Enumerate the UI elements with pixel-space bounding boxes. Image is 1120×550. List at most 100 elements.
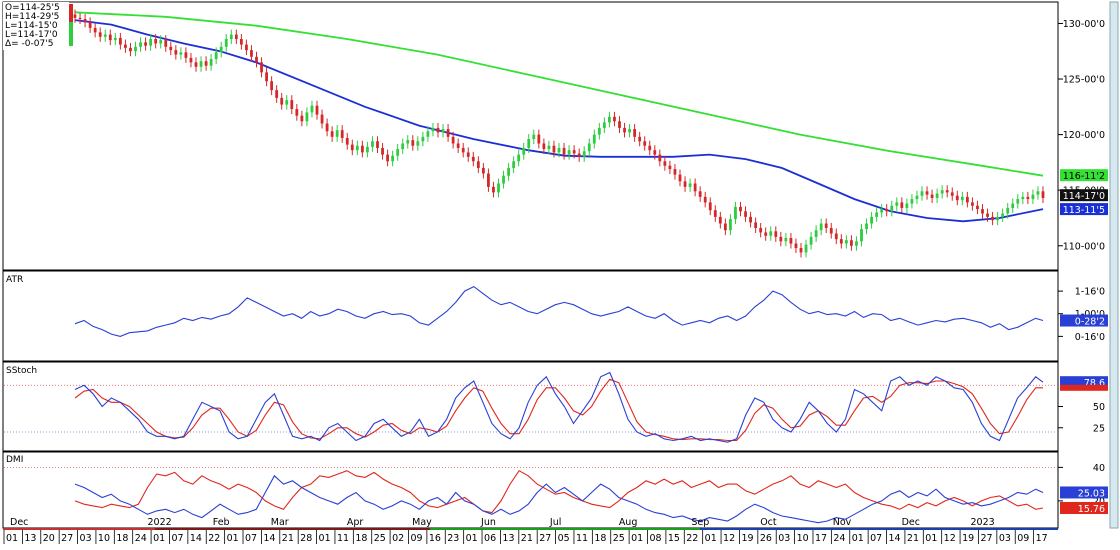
ma-fast-tag-bg bbox=[1060, 203, 1108, 216]
x-day-label: 01 bbox=[153, 533, 165, 544]
candle-body bbox=[340, 130, 344, 138]
candle-body bbox=[411, 140, 415, 146]
candle-body bbox=[245, 44, 248, 51]
x-axis-band bbox=[700, 528, 1058, 530]
candle-body bbox=[582, 151, 586, 157]
candle-body bbox=[492, 186, 495, 193]
candle-body bbox=[184, 52, 188, 58]
candle-body bbox=[663, 161, 667, 166]
candle-body bbox=[149, 39, 153, 46]
candle-body bbox=[1016, 199, 1020, 204]
dmi-tick-label: 40 bbox=[1093, 463, 1105, 474]
x-axis-band bbox=[430, 528, 700, 530]
x-day-label: 19 bbox=[962, 533, 974, 544]
candle-body bbox=[517, 154, 521, 162]
candle-body bbox=[542, 143, 546, 150]
candle-body bbox=[1041, 191, 1045, 198]
scroll-strip[interactable] bbox=[1109, 1, 1119, 529]
candle-body bbox=[643, 141, 647, 146]
candle-body bbox=[204, 61, 208, 66]
candle-body bbox=[824, 223, 828, 228]
candle-body bbox=[986, 213, 989, 217]
atr-tag: 0-28'2 bbox=[1075, 317, 1105, 328]
candle-body bbox=[360, 145, 364, 153]
ma-slow-tag: 116-11'2 bbox=[1063, 171, 1105, 182]
x-day-label: 21 bbox=[282, 533, 294, 544]
x-day-label: 01 bbox=[925, 533, 937, 544]
candle-body bbox=[557, 147, 561, 153]
candle-body bbox=[466, 152, 470, 157]
x-day-label: 01 bbox=[466, 533, 478, 544]
x-day-label: 21 bbox=[907, 533, 919, 544]
x-day-label: 09 bbox=[410, 533, 422, 544]
candle-body bbox=[855, 241, 858, 246]
x-month-label: Mar bbox=[271, 517, 289, 528]
x-day-label: 17 bbox=[1036, 533, 1048, 544]
x-day-label: 01 bbox=[705, 533, 717, 544]
price-tick-label: 125-00'0 bbox=[1063, 75, 1105, 86]
candle-body bbox=[794, 243, 798, 248]
x-day-label: 07 bbox=[245, 533, 257, 544]
candle-body bbox=[275, 90, 279, 98]
candle-body bbox=[224, 39, 228, 47]
candle-body bbox=[129, 47, 132, 52]
x-day-label: 01 bbox=[852, 533, 864, 544]
x-day-label: 15 bbox=[668, 533, 680, 544]
candle-body bbox=[1036, 191, 1040, 195]
candle-body bbox=[608, 116, 611, 123]
candle-body bbox=[673, 169, 677, 175]
candle-body bbox=[940, 190, 944, 194]
stoch-d-line bbox=[74, 378, 1043, 442]
candle-body bbox=[769, 231, 773, 236]
candle-body bbox=[809, 236, 813, 245]
candle-body bbox=[164, 40, 168, 47]
x-axis-band bbox=[155, 528, 430, 530]
candle-body bbox=[905, 203, 909, 208]
candle-body bbox=[552, 145, 556, 153]
x-day-label: 17 bbox=[815, 533, 827, 544]
candle-body bbox=[108, 34, 112, 41]
candle-body bbox=[759, 227, 763, 233]
candle-body bbox=[577, 153, 581, 157]
candle-body bbox=[179, 52, 183, 55]
price-panel bbox=[2, 1, 1059, 271]
ma-slow-line bbox=[74, 11, 1044, 177]
x-month-label: Aug bbox=[619, 517, 638, 528]
x-day-label: 10 bbox=[98, 533, 110, 544]
candle-body bbox=[471, 156, 475, 162]
candle-body bbox=[154, 39, 158, 44]
candle-body bbox=[325, 123, 329, 132]
candle-body bbox=[260, 62, 263, 73]
candle-body bbox=[633, 129, 637, 137]
candle-body bbox=[910, 199, 914, 204]
candle-body bbox=[915, 195, 919, 200]
price-tick-label: 120-00'0 bbox=[1063, 130, 1105, 141]
x-day-label: 23 bbox=[447, 533, 459, 544]
candle-body bbox=[829, 227, 833, 234]
x-month-label: Oct bbox=[760, 517, 777, 528]
x-day-label: 24 bbox=[135, 533, 147, 544]
x-day-label: 03 bbox=[999, 533, 1011, 544]
stoch-panel bbox=[2, 361, 1059, 452]
candle-body bbox=[613, 116, 616, 122]
candle-body bbox=[683, 181, 687, 187]
candle-body bbox=[723, 223, 727, 231]
candle-body bbox=[572, 150, 576, 154]
x-day-label: 05 bbox=[558, 533, 570, 544]
candle-body bbox=[371, 141, 374, 147]
candle-body bbox=[481, 167, 485, 174]
candle-body bbox=[880, 209, 884, 213]
stoch-k-line bbox=[74, 371, 1044, 443]
candle-body bbox=[250, 50, 253, 57]
candle-body bbox=[789, 237, 793, 244]
x-day-label: 16 bbox=[429, 533, 441, 544]
candle-body bbox=[239, 39, 243, 45]
candle-body bbox=[839, 239, 843, 244]
candle-body bbox=[78, 17, 82, 20]
stoch-tick-label: 50 bbox=[1093, 402, 1105, 413]
candle-body bbox=[507, 167, 510, 176]
candle-body bbox=[300, 115, 304, 122]
candle-body bbox=[668, 165, 672, 170]
candle-body bbox=[844, 240, 848, 244]
candle-body bbox=[73, 14, 77, 18]
